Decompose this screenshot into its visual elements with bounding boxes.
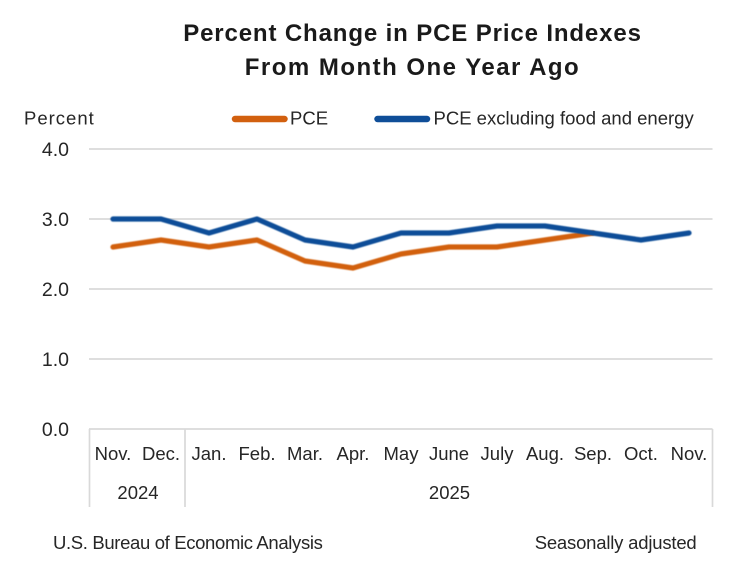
svg-text:Apr.: Apr. (337, 443, 370, 464)
svg-text:2.0: 2.0 (42, 279, 69, 301)
svg-text:July: July (481, 443, 515, 464)
svg-text:From Month One Year Ago: From Month One Year Ago (245, 54, 580, 81)
svg-text:PCE: PCE (290, 108, 328, 129)
svg-text:Nov.: Nov. (95, 443, 132, 464)
svg-text:3.0: 3.0 (42, 209, 69, 231)
svg-text:Percent: Percent (24, 108, 95, 129)
svg-text:Mar.: Mar. (287, 443, 323, 464)
svg-text:0.0: 0.0 (42, 419, 69, 441)
svg-text:Seasonally adjusted: Seasonally adjusted (535, 532, 697, 553)
svg-text:Aug.: Aug. (526, 443, 564, 464)
svg-text:Jan.: Jan. (192, 443, 227, 464)
svg-text:Sep.: Sep. (574, 443, 612, 464)
svg-text:May: May (384, 443, 420, 464)
svg-text:Oct.: Oct. (624, 443, 658, 464)
svg-text:June: June (429, 443, 469, 464)
svg-text:Percent Change in PCE Price In: Percent Change in PCE Price Indexes (183, 20, 642, 47)
svg-text:Feb.: Feb. (238, 443, 275, 464)
svg-text:2025: 2025 (429, 482, 470, 503)
svg-text:U.S. Bureau of Economic Analys: U.S. Bureau of Economic Analysis (53, 532, 323, 553)
svg-text:2024: 2024 (117, 482, 158, 503)
svg-text:Nov.: Nov. (671, 443, 708, 464)
svg-text:1.0: 1.0 (42, 349, 69, 371)
svg-text:Dec.: Dec. (142, 443, 180, 464)
svg-text:4.0: 4.0 (42, 139, 69, 161)
svg-text:PCE excluding food and energy: PCE excluding food and energy (434, 108, 695, 129)
